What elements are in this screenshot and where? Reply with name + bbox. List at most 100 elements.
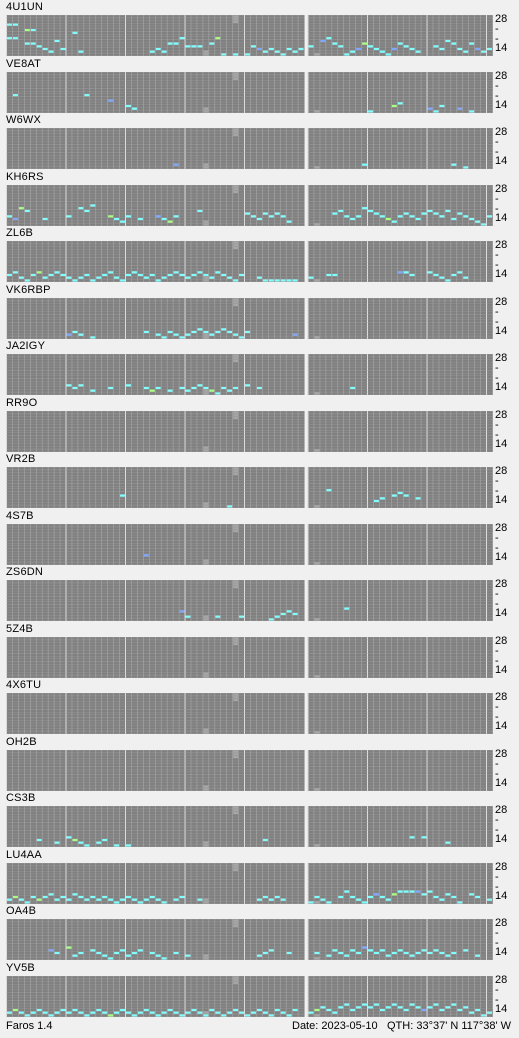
signal-cell: [391, 220, 397, 223]
signal-cell: [12, 895, 18, 898]
axis-label-28: 28: [495, 747, 508, 760]
signal-cell: [203, 1013, 209, 1017]
signal-cell: [475, 47, 481, 51]
axis-label-28: 28: [495, 13, 508, 25]
signal-cell: [18, 1011, 24, 1014]
signal-cell: [60, 895, 66, 898]
signal-cell: [78, 1011, 84, 1014]
signal-cell: [96, 276, 102, 279]
station-panel: 5Z4B 28- -14: [0, 622, 519, 678]
marker-cell: [233, 297, 239, 301]
signal-cell: [362, 42, 368, 45]
signal-cell: [120, 494, 126, 497]
signal-cell: [286, 951, 292, 955]
signal-cell: [362, 900, 368, 904]
signal-cell: [203, 273, 209, 277]
signal-cell: [84, 1013, 90, 1017]
signal-cell: [274, 895, 280, 898]
marker-cell: [233, 20, 239, 24]
y-axis-labels: 28- -14: [495, 466, 519, 508]
signal-cell: [445, 954, 451, 957]
marker-cell: [203, 615, 209, 618]
signal-cell: [6, 273, 12, 277]
marker-cell: [233, 246, 239, 250]
signal-cell: [72, 330, 78, 333]
axis-label-14: 14: [495, 42, 508, 54]
y-axis-labels: 28- -14: [495, 861, 519, 904]
signal-cell: [108, 898, 114, 901]
axis-label-28: 28: [495, 295, 508, 308]
axis-tick-mark: -: [495, 33, 499, 45]
signal-cell: [84, 273, 90, 277]
marker-cell: [233, 919, 239, 922]
signal-cell: [445, 1005, 451, 1008]
signal-cell: [262, 895, 268, 898]
signal-cell: [451, 273, 457, 277]
signal-cell: [268, 47, 274, 51]
signal-cell: [215, 37, 221, 40]
signal-cell: [78, 951, 84, 955]
axis-label-14: 14: [495, 1002, 508, 1015]
signal-cell: [143, 1008, 149, 1011]
axis-label-14: 14: [495, 324, 508, 337]
propagation-grid: [6, 297, 493, 339]
signal-cell: [173, 42, 179, 45]
axis-label-28: 28: [495, 69, 508, 82]
signal-cell: [469, 1011, 475, 1014]
axis-label-28: 28: [495, 352, 508, 364]
signal-cell: [143, 386, 149, 390]
signal-cell: [72, 838, 78, 842]
signal-cell: [379, 50, 385, 53]
signal-cell: [368, 1005, 373, 1008]
signal-cell: [362, 206, 368, 209]
axis-tick-mark: -: [495, 937, 499, 949]
station-callsign: RR9O: [6, 396, 38, 409]
signal-cell: [84, 844, 90, 847]
station-callsign: YV5B: [6, 961, 35, 974]
signal-cell: [245, 384, 250, 387]
signal-cell: [233, 279, 239, 282]
signal-cell: [326, 273, 332, 277]
marker-cell: [233, 131, 239, 134]
signal-cell: [221, 327, 227, 330]
signal-cell: [280, 612, 286, 616]
signal-cell: [84, 898, 90, 901]
signal-cell: [66, 214, 72, 217]
signal-cell: [120, 220, 126, 223]
y-axis-labels: 28- -14: [495, 295, 519, 339]
signal-cell: [457, 1008, 463, 1011]
station-callsign: OA4B: [6, 905, 37, 917]
marker-cell: [233, 868, 239, 871]
marker-cell: [314, 166, 320, 169]
signal-cell: [415, 951, 421, 955]
signal-cell: [403, 1008, 409, 1011]
marker-cell: [233, 583, 239, 586]
axis-tick-mark: -: [495, 259, 499, 271]
signal-cell: [457, 900, 463, 904]
station-panel: JA2IGY 28- -14: [0, 339, 519, 395]
signal-cell: [391, 1002, 397, 1006]
marker-cell: [233, 580, 239, 583]
axis-label-14: 14: [495, 720, 508, 732]
signal-cell: [274, 615, 280, 618]
signal-cell: [185, 615, 191, 618]
signal-cell: [24, 42, 30, 45]
signal-cell: [155, 214, 161, 217]
signal-cell: [108, 386, 114, 390]
station-callsign: LU4AA: [6, 848, 42, 861]
propagation-grid: [6, 354, 493, 395]
signal-cell: [373, 951, 379, 955]
signal-cell: [409, 214, 415, 217]
signal-cell: [72, 892, 78, 895]
signal-cell: [463, 214, 469, 217]
station-panel: W6WX 28- -14: [0, 113, 519, 169]
grid-background: [307, 184, 493, 226]
axis-tick-mark: -: [495, 249, 499, 261]
marker-cell: [203, 163, 209, 166]
signal-cell: [445, 279, 451, 282]
axis-tick-mark: -: [495, 654, 499, 667]
signal-cell: [233, 1008, 239, 1011]
signal-cell: [245, 330, 250, 333]
axis-label-14: 14: [495, 946, 508, 958]
signal-cell: [54, 898, 60, 901]
